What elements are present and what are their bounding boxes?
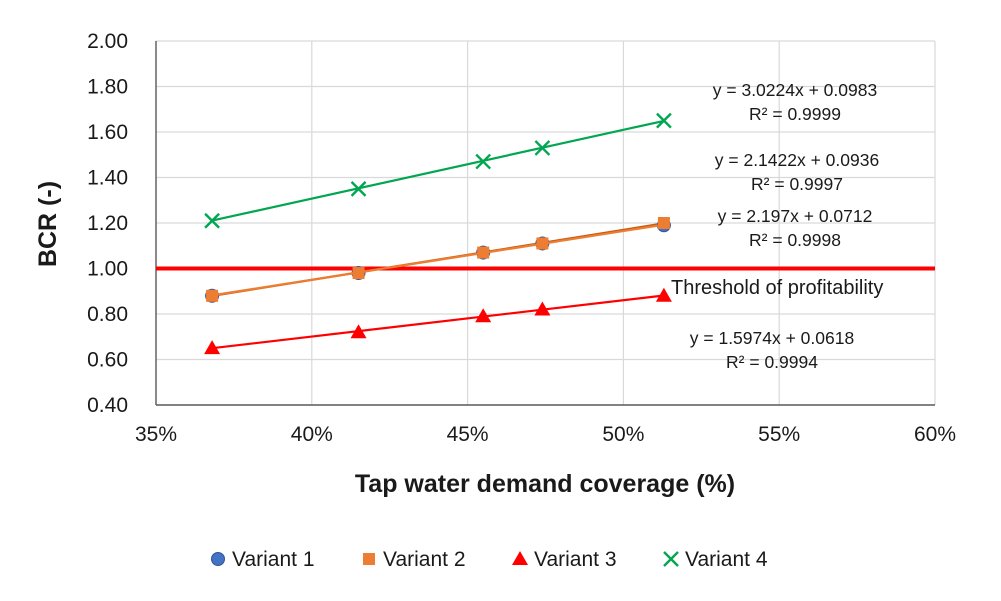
series-4 [204, 112, 672, 229]
grid [156, 40, 936, 405]
data-point-variant-4 [534, 140, 551, 156]
axes [155, 41, 935, 406]
y-tick-label: 1.00 [87, 258, 128, 281]
data-point-variant-3 [655, 287, 672, 302]
x-tick-label: 45% [447, 423, 489, 446]
x-tick-label: 60% [914, 423, 956, 446]
trendline-variant-4 [211, 119, 665, 222]
r2-variant-3: R² = 0.9994 [726, 352, 818, 372]
data-point-variant-3 [534, 301, 551, 316]
legend-item-variant-4: Variant 4 [663, 548, 768, 571]
x-tick-label: 35% [135, 423, 177, 446]
y-tick-label: 1.40 [87, 167, 128, 190]
x-tick-label: 55% [758, 423, 800, 446]
tick-labels: 35% 40% 45% 50% 55% 60% 0.40 0.60 0.80 1.00 1.20 1.… [87, 30, 956, 446]
y-tick-label: 0.80 [87, 303, 128, 326]
legend-item-variant-3: Variant 3 [512, 548, 617, 571]
x-axis-title: Tap water demand coverage (%) [355, 470, 735, 498]
equation-variant-4: y = 3.0224x + 0.0983 [713, 80, 877, 100]
legend-marker-variant-1 [211, 552, 225, 566]
trendline-variant-2 [211, 223, 665, 297]
y-tick-label: 1.80 [87, 76, 128, 99]
legend-marker-variant-2 [363, 553, 375, 565]
y-tick-label: 1.20 [87, 212, 128, 235]
data-point-variant-3 [204, 340, 221, 355]
r2-variant-1: R² = 0.9998 [749, 230, 841, 250]
data-point-variant-4 [475, 153, 492, 170]
y-tick-label: 0.60 [87, 349, 128, 372]
data-point-variant-4 [350, 181, 367, 197]
legend-marker-variant-3 [512, 551, 528, 565]
data-point-variant-3 [350, 324, 367, 339]
legend-label-variant-2: Variant 2 [383, 548, 466, 571]
series-group [204, 112, 672, 355]
data-point-variant-3 [475, 308, 492, 323]
trendline-annotations: y = 2.197x + 0.0712 R² = 0.9998 y = 2.1422… [690, 80, 879, 372]
data-point-variant-4 [204, 212, 220, 229]
data-point-variant-2 [206, 289, 219, 302]
legend-label-variant-4: Variant 4 [685, 548, 768, 571]
equation-variant-1: y = 2.197x + 0.0712 [718, 206, 873, 226]
legend-label-variant-1: Variant 1 [232, 548, 315, 571]
threshold: Threshold of profitability [156, 266, 935, 299]
data-point-variant-2 [477, 246, 490, 259]
trendline-variant-3 [211, 294, 665, 350]
data-point-variant-2 [657, 217, 670, 229]
legend-item-variant-1: Variant 1 [211, 548, 315, 571]
y-tick-label: 1.60 [87, 121, 128, 144]
r2-variant-4: R² = 0.9999 [749, 104, 841, 124]
equation-variant-3: y = 1.5974x + 0.0618 [690, 328, 854, 348]
y-axis-title: BCR (-) [34, 181, 62, 267]
data-point-variant-4 [656, 112, 672, 129]
threshold-label: Threshold of profitability [671, 277, 883, 299]
legend: Variant 1 Variant 2 Variant 3 Variant 4 [211, 548, 768, 571]
data-point-variant-2 [536, 237, 549, 250]
equation-variant-2: y = 2.1422x + 0.0936 [715, 150, 879, 170]
y-tick-label: 0.40 [87, 394, 128, 417]
r2-variant-2: R² = 0.9997 [751, 174, 843, 194]
data-point-variant-2 [352, 267, 365, 280]
x-tick-label: 50% [602, 423, 644, 446]
legend-marker-variant-4 [663, 551, 679, 567]
legend-label-variant-3: Variant 3 [534, 548, 617, 571]
series-2 [206, 217, 670, 302]
y-tick-label: 2.00 [87, 30, 128, 53]
legend-item-variant-2: Variant 2 [363, 548, 466, 571]
series-3 [204, 287, 672, 355]
x-tick-label: 40% [291, 423, 333, 446]
